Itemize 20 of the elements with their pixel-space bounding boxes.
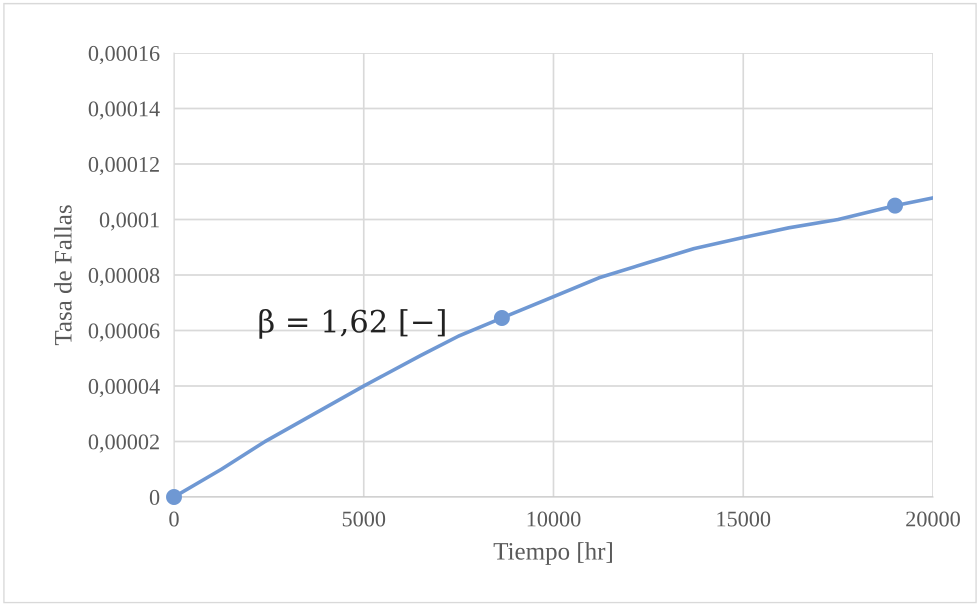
y-tick-label: 0,00008 [88,268,160,286]
y-tick-label: 0,00004 [88,378,160,398]
x-tick-label: 15000 [717,512,770,527]
y-tick-label: 0,00012 [88,156,159,176]
y-tick-label: 0,00002 [88,434,159,453]
point [494,310,510,326]
annotation: β = 1,62 [−] [259,308,445,339]
y-axis-title: Tasa de Fallas [54,205,72,346]
x-tick-label: 5000 [342,512,386,527]
y-tick-label: 0,00006 [88,323,160,342]
y-tick-label: 0,00014 [88,101,160,120]
x-axis-title: Tiempo [hr] [494,542,612,565]
point [887,198,904,214]
y-tick-label: 0 [150,490,160,505]
x-tick-label: 10000 [528,512,580,527]
y-tick-label: 0,0001 [100,212,159,231]
y-tick-label: 0,00016 [88,46,160,64]
x-tick-label: 0 [169,512,179,527]
point [166,489,182,505]
x-tick-label: 20000 [906,512,960,527]
